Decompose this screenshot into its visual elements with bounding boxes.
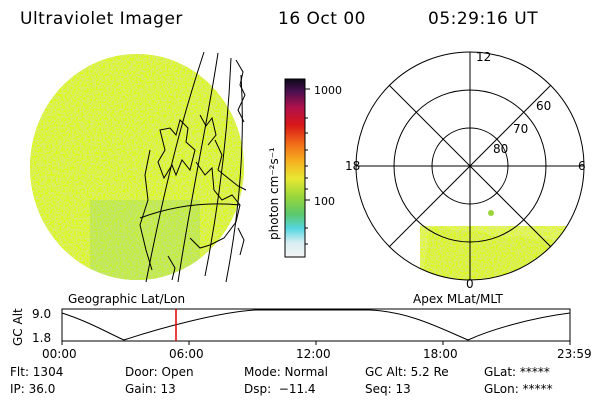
- colorbar-ticks: [305, 88, 310, 245]
- mlt-18-label: 18: [345, 159, 360, 173]
- gain-label: Gain: 13: [125, 382, 176, 396]
- door-label: Door: Open: [125, 365, 194, 379]
- geographic-grid-overlay: [139, 51, 247, 283]
- altitude-ytick-bottom: 1.8: [32, 331, 51, 345]
- altitude-plot: GC Alt 9.0 1.8 00:00 06:00 12:00 18:00 2…: [11, 307, 592, 361]
- glon-label: GLon: *****: [484, 382, 553, 396]
- xtick-0000: 00:00: [42, 347, 77, 361]
- mlt-6-label: 6: [578, 159, 586, 173]
- ip-label: IP: 36.0: [10, 382, 56, 396]
- geographic-label: Geographic Lat/Lon: [68, 292, 185, 306]
- xtick-1200: 12:00: [296, 347, 331, 361]
- colorbar: [284, 78, 306, 258]
- xtick-0600: 06:00: [169, 347, 204, 361]
- date-label: 16 Oct 00: [278, 9, 366, 29]
- colorbar-label: photon cm⁻²s⁻¹: [267, 147, 281, 240]
- xtick-2359: 23:59: [557, 347, 592, 361]
- altitude-ytick-top: 9.0: [32, 307, 51, 321]
- altitude-ylabel: GC Alt: [11, 308, 25, 346]
- lat-80-label: 80: [493, 142, 508, 156]
- apex-label: Apex MLat/MLT: [413, 292, 503, 306]
- mlt-0-label: 0: [466, 277, 474, 291]
- mode-label: Mode: Normal: [244, 365, 328, 379]
- earth-disk-image: [30, 54, 244, 280]
- lat-60-label: 60: [536, 99, 551, 113]
- xtick-1800: 18:00: [423, 347, 458, 361]
- lat-70-label: 70: [513, 122, 528, 136]
- mlt-12-label: 12: [476, 50, 491, 64]
- time-label: 05:29:16 UT: [428, 9, 539, 29]
- colorbar-tick-1000: 1000: [314, 84, 342, 97]
- dsp-label: Dsp: −11.4: [244, 382, 316, 396]
- polar-plot: 12 18 6 0 60 70 80: [345, 50, 586, 291]
- seq-label: Seq: 13: [365, 382, 411, 396]
- app-title: Ultraviolet Imager: [20, 9, 183, 29]
- altitude-curve: [61, 309, 571, 341]
- polar-spot: [488, 210, 494, 216]
- gc-alt-label: GC Alt: 5.2 Re: [365, 365, 449, 379]
- colorbar-tick-100: 100: [314, 195, 335, 208]
- flight-label: Flt: 1304: [10, 365, 64, 379]
- glat-label: GLat: *****: [484, 365, 550, 379]
